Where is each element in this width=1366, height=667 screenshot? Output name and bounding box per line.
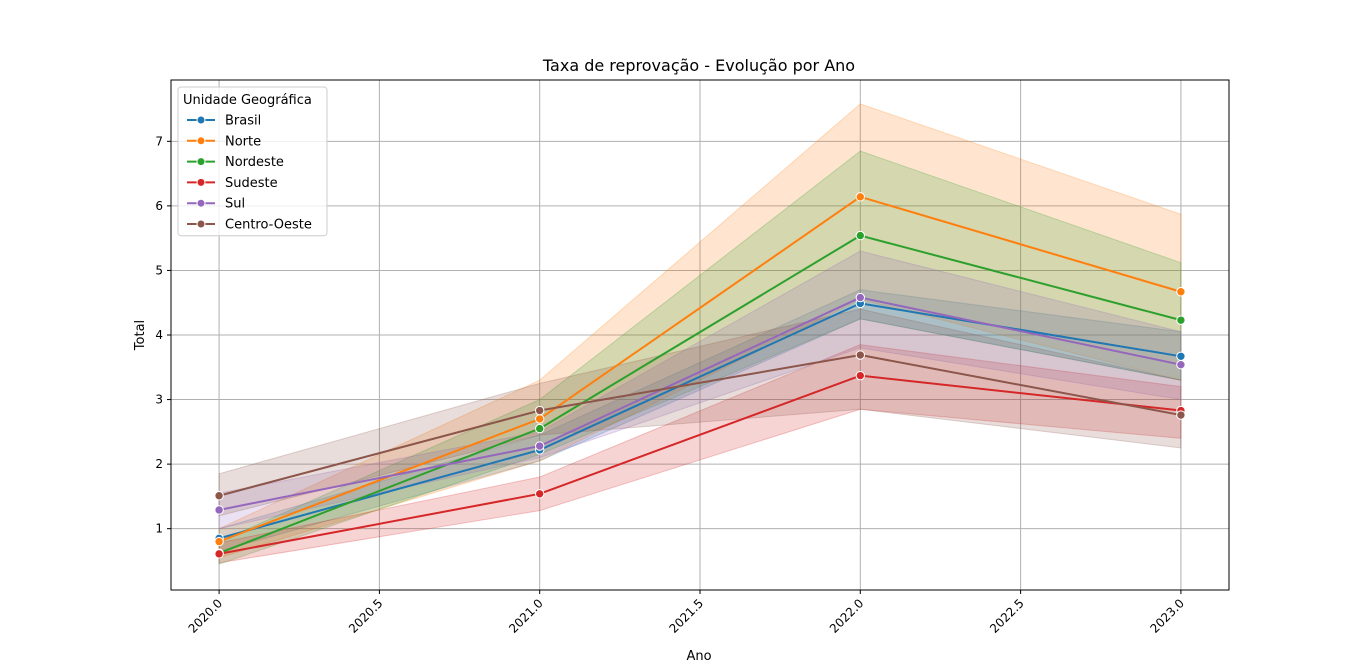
data-point-sul bbox=[1176, 359, 1186, 370]
confidence-band-norte bbox=[218, 103, 1182, 559]
series-line-nordeste bbox=[218, 234, 1182, 555]
grid bbox=[171, 80, 1229, 590]
legend-entry-label: Sudeste bbox=[225, 176, 278, 191]
legend-entry-label: Brasil bbox=[225, 114, 261, 129]
data-point-centro-oeste bbox=[1176, 410, 1186, 420]
data-point-norte bbox=[534, 414, 545, 424]
data-point-sudeste bbox=[214, 549, 224, 559]
chart-title: Taxa de reprovação - Evolução por Ano bbox=[542, 56, 855, 75]
legend-swatch-marker bbox=[196, 198, 206, 208]
series-line-norte bbox=[218, 195, 1182, 543]
data-point-norte bbox=[214, 536, 224, 547]
data-point-sudeste bbox=[855, 370, 866, 381]
y-tick-label: 1 bbox=[155, 522, 163, 536]
legend-entry-label: Nordeste bbox=[225, 155, 284, 170]
x-tick-label: 2021.5 bbox=[667, 596, 707, 636]
legend-swatch-marker bbox=[196, 219, 206, 229]
legend: Unidade Geográfica Brasil Norte Nordeste Sud… bbox=[177, 86, 328, 237]
legend-swatch-marker bbox=[196, 136, 206, 146]
legend-swatch-marker bbox=[196, 115, 206, 125]
data-point-brasil bbox=[1176, 351, 1186, 362]
legend-entry-label: Norte bbox=[225, 134, 261, 149]
x-tick-label: 2022.5 bbox=[987, 596, 1027, 636]
data-point-nordeste bbox=[534, 423, 545, 434]
x-tick-label: 2021.0 bbox=[506, 596, 546, 636]
x-tick-label: 2023.0 bbox=[1147, 596, 1187, 636]
series-line-sudeste bbox=[218, 374, 1182, 555]
y-tick-label: 2 bbox=[155, 457, 163, 471]
data-point-centro-oeste bbox=[855, 350, 866, 360]
confidence-band-nordeste bbox=[218, 150, 1182, 565]
confidence-band-brasil bbox=[218, 289, 1182, 552]
series-lines bbox=[218, 195, 1182, 555]
y-tick-label: 4 bbox=[155, 328, 163, 342]
data-point-sudeste bbox=[534, 489, 545, 499]
x-tick-label: 2022.0 bbox=[827, 596, 867, 636]
data-point-norte bbox=[855, 192, 866, 202]
data-point-norte bbox=[1176, 287, 1186, 297]
y-tick-label: 5 bbox=[155, 263, 163, 277]
data-point-centro-oeste bbox=[214, 491, 224, 501]
series-markers bbox=[214, 192, 1186, 559]
data-point-sul bbox=[214, 505, 224, 515]
x-axis-label: Ano bbox=[686, 649, 711, 663]
x-tick-label: 2020.0 bbox=[186, 596, 226, 636]
y-tick-label: 3 bbox=[155, 393, 163, 407]
data-point-nordeste bbox=[855, 230, 866, 241]
series-line-centro-oeste bbox=[218, 354, 1182, 497]
legend-box bbox=[177, 86, 328, 237]
legend-swatch-marker bbox=[196, 157, 206, 167]
legend-entry-label: Centro-Oeste bbox=[225, 218, 312, 233]
legend-swatch-marker bbox=[196, 177, 206, 187]
legend-entry-label: Sul bbox=[225, 197, 245, 212]
y-tick-label: 7 bbox=[155, 134, 163, 148]
y-tick-label: 6 bbox=[155, 199, 163, 213]
data-point-sul bbox=[855, 292, 866, 303]
series-line-sul bbox=[218, 296, 1182, 511]
data-point-sul bbox=[534, 441, 545, 451]
data-point-nordeste bbox=[1176, 315, 1186, 325]
x-tick-label: 2020.5 bbox=[346, 596, 386, 636]
y-axis-label: Total bbox=[133, 320, 148, 351]
legend-title: Unidade Geográfica bbox=[183, 93, 312, 108]
series-line-brasil bbox=[218, 302, 1182, 540]
data-point-centro-oeste bbox=[534, 405, 545, 416]
